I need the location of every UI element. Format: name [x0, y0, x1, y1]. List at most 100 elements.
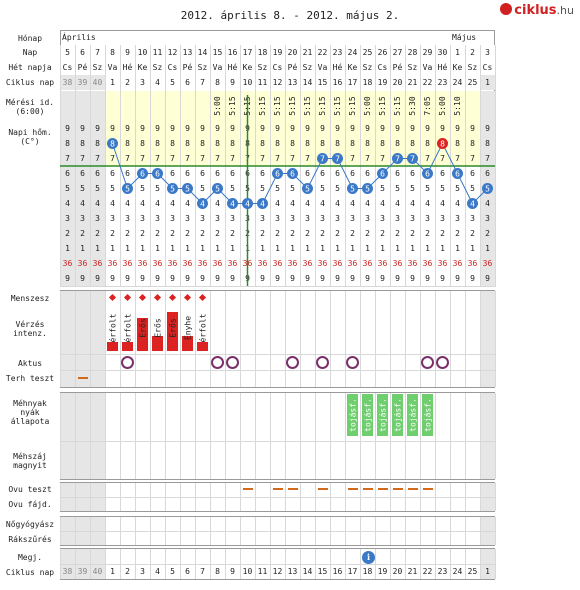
temp-scale-cell: 9	[240, 271, 255, 286]
weekday-cell: Cs	[165, 60, 180, 75]
temp-scale-cell: 5	[270, 181, 285, 196]
column-gridline	[495, 483, 496, 511]
temp-scale-cell: 3	[240, 211, 255, 226]
temp-scale-cell: 9	[465, 121, 480, 136]
temp-scale-cell: 8	[435, 136, 450, 151]
weekday-cell: Va	[315, 60, 330, 75]
footer-cycle-day-cell: 24	[452, 567, 463, 576]
temp-scale-cell: 6	[375, 166, 390, 181]
column-gridline	[300, 291, 301, 387]
temp-scale-cell: 7	[150, 151, 165, 166]
heart-circle-icon[interactable]	[211, 356, 224, 369]
temp-scale-cell: 3	[165, 211, 180, 226]
measure-time-value: 5:15	[287, 96, 297, 116]
heart-circle-icon[interactable]	[316, 356, 329, 369]
temp-scale-cell: 6	[330, 166, 345, 181]
heart-circle-icon[interactable]	[346, 356, 359, 369]
temp-scale-cell: 7	[90, 151, 105, 166]
measure-time-cell: 5:10	[450, 91, 465, 121]
heart-circle-icon[interactable]	[436, 356, 449, 369]
mucus-marker[interactable]: tojásf.	[377, 394, 388, 436]
row-divider	[60, 354, 495, 355]
temp-scale-cell: 36	[75, 256, 90, 271]
mucus-marker[interactable]: tojásf.	[392, 394, 403, 436]
temp-scale-cell: 3	[210, 211, 225, 226]
column-gridline	[150, 291, 151, 387]
temp-scale-cell: 7	[75, 151, 90, 166]
day-cell: 15	[210, 45, 225, 60]
info-icon[interactable]: i	[362, 551, 375, 564]
temp-scale-cell: 9	[165, 271, 180, 286]
heart-circle-icon[interactable]	[421, 356, 434, 369]
bleeding-label: érfolt	[120, 305, 135, 351]
mucus-marker[interactable]: tojásf.	[422, 394, 433, 436]
heart-circle-icon[interactable]	[121, 356, 134, 369]
temp-scale-cell: 9	[330, 121, 345, 136]
cycle_day-cell: 1	[480, 75, 495, 90]
temp-scale-cell: 5	[360, 181, 375, 196]
day-cell: 29	[420, 45, 435, 60]
temp-scale-cell: 7	[135, 151, 150, 166]
temp-scale-cell: 4	[285, 196, 300, 211]
temp-scale-cell: 9	[180, 121, 195, 136]
temp-scale-cell: 5	[195, 181, 210, 196]
row-label-cycle_day: Ciklus nap	[5, 78, 55, 87]
temp-scale-cell: 36	[420, 256, 435, 271]
temp-scale-cell: 36	[405, 256, 420, 271]
temp-scale-cell: 1	[435, 241, 450, 256]
weekday-cell: Hé	[225, 60, 240, 75]
temp-scale-cell: 36	[465, 256, 480, 271]
row-label-month: Hónap	[17, 33, 43, 43]
footer-cycle-day-cell: 18	[362, 567, 373, 576]
temp-scale-cell: 9	[405, 121, 420, 136]
row-label-measure_time: Mérési id. (6:00)	[5, 98, 55, 116]
site-logo[interactable]: ciklus.hu	[500, 3, 574, 18]
column-gridline	[60, 393, 61, 479]
temp-scale-cell: 9	[390, 271, 405, 286]
temp-scale-cell: 9	[345, 271, 360, 286]
heart-circle-icon[interactable]	[226, 356, 239, 369]
day-cell: 30	[435, 45, 450, 60]
row-label-weekday: Hét napja	[8, 63, 52, 72]
temp-scale-cell: 7	[405, 151, 420, 166]
day-cell: 10	[135, 45, 150, 60]
bleeding-bar	[122, 342, 133, 351]
temp-scale-cell: 3	[405, 211, 420, 226]
temp-scale-cell: 6	[135, 166, 150, 181]
temp-scale-cell: 9	[285, 271, 300, 286]
column-gridline	[330, 291, 331, 387]
temp-scale-cell: 8	[210, 136, 225, 151]
temp-scale-cell: 9	[135, 121, 150, 136]
temp-scale-cell: 8	[270, 136, 285, 151]
temp-scale-cell: 2	[360, 226, 375, 241]
weekday-cell: Pé	[180, 60, 195, 75]
column-gridline	[270, 393, 271, 479]
temp-scale-cell: 3	[390, 211, 405, 226]
cycle_day-cell: 22	[420, 75, 435, 90]
bleeding-bar	[152, 336, 163, 351]
temp-scale-cell: 9	[90, 121, 105, 136]
temp-scale-cell: 1	[345, 241, 360, 256]
mucus-marker[interactable]: tojásf.	[347, 394, 358, 436]
temp-scale-cell: 5	[330, 181, 345, 196]
temp-scale-cell: 36	[60, 256, 75, 271]
mucus-marker[interactable]: tojásf.	[362, 394, 373, 436]
column-gridline	[420, 291, 421, 387]
mucus-marker[interactable]: tojásf.	[407, 394, 418, 436]
temp-scale-cell: 9	[75, 121, 90, 136]
temp-scale-cell: 7	[375, 151, 390, 166]
heart-circle-icon[interactable]	[286, 356, 299, 369]
temp-scale-cell: 5	[210, 181, 225, 196]
ovulation-test-marker	[243, 488, 253, 490]
temp-scale-cell: 9	[270, 121, 285, 136]
footer-cycle-day-cell: 23	[437, 567, 448, 576]
temp-scale-cell: 7	[240, 151, 255, 166]
temp-scale-cell: 36	[135, 256, 150, 271]
measure-time-cell	[165, 91, 180, 121]
footer-cycle-day-cell: 6	[185, 567, 190, 576]
temp-scale-cell: 5	[345, 181, 360, 196]
cycle_day-cell: 11	[255, 75, 270, 90]
column-gridline	[495, 393, 496, 479]
temp-scale-cell: 1	[90, 241, 105, 256]
temp-scale-cell: 7	[285, 151, 300, 166]
